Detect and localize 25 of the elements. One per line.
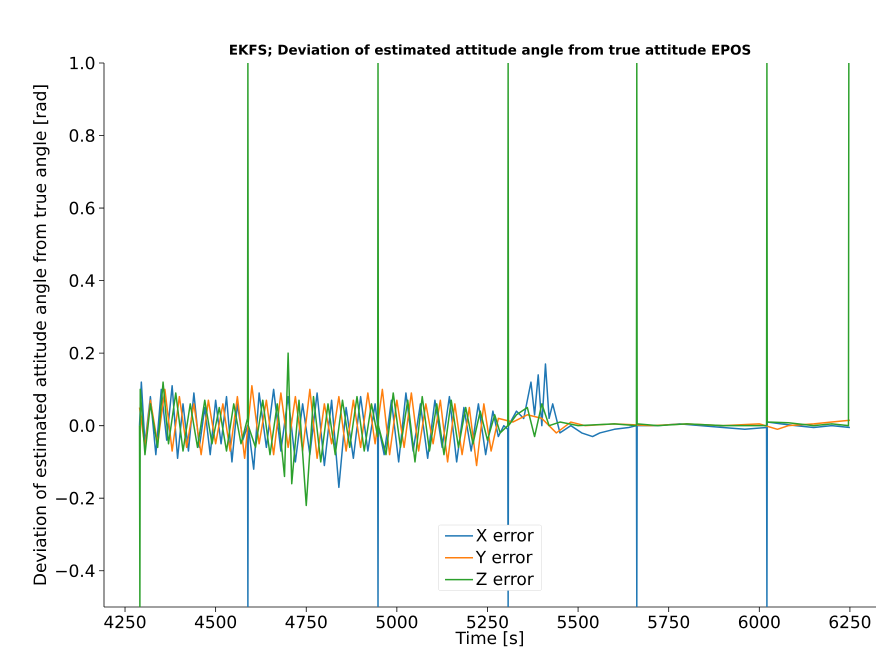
chart-title: EKFS; Deviation of estimated attitude angle from true attitude EPOS bbox=[230, 44, 750, 58]
legend-label: Y error bbox=[476, 550, 533, 564]
line-series bbox=[138, 62, 850, 607]
x-axis-title: Time [s] bbox=[456, 631, 523, 646]
x-tick-label: 6250 bbox=[830, 616, 870, 628]
y-tick-label: −0.2 bbox=[56, 492, 94, 505]
x-tick-label: 5250 bbox=[467, 616, 508, 628]
y-tick-label: 0.8 bbox=[70, 129, 94, 142]
x-tick-label: 6000 bbox=[738, 616, 780, 628]
y-tick-label: 1.0 bbox=[70, 56, 94, 70]
line-series bbox=[138, 385, 851, 466]
y-tick-label: 0.6 bbox=[70, 202, 94, 214]
y-tick-label: −0.4 bbox=[56, 564, 95, 578]
legend-label: X error bbox=[476, 529, 534, 542]
legend-label: Z error bbox=[476, 572, 534, 586]
x-tick-label: 4750 bbox=[286, 616, 327, 628]
x-tick-label: 4500 bbox=[194, 616, 236, 628]
x-tick-label: 5750 bbox=[648, 616, 690, 628]
x-tick-label: 5500 bbox=[558, 616, 598, 628]
y-tick-label: 0.0 bbox=[70, 419, 94, 432]
y-tick-label: 0.4 bbox=[70, 274, 95, 287]
y-axis-title: Deviation of estimated attitude angle from true angle [rad] bbox=[33, 85, 50, 584]
y-tick-label: 0.2 bbox=[70, 346, 94, 360]
x-tick-label: 4250 bbox=[104, 616, 146, 628]
x-tick-label: 5000 bbox=[376, 616, 418, 628]
